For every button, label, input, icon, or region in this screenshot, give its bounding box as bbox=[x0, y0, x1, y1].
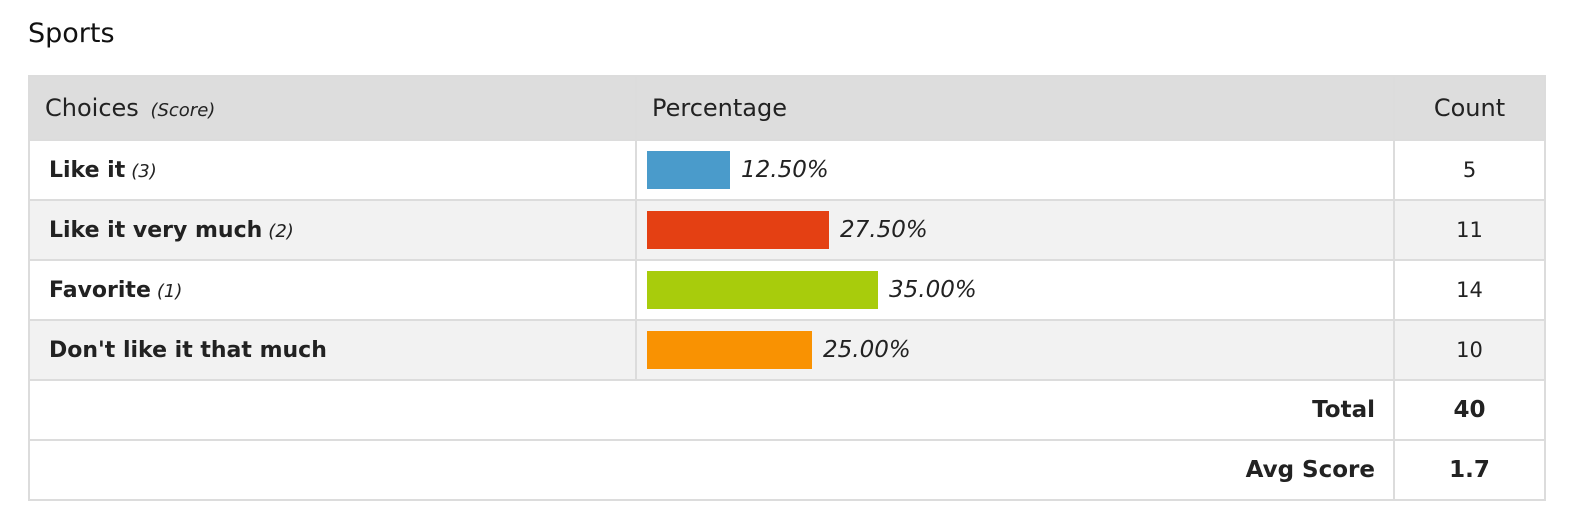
page-title: Sports bbox=[28, 18, 115, 49]
choice-cell: Favorite (1) bbox=[28, 259, 637, 321]
score-header-label: (Score) bbox=[150, 100, 216, 121]
avg-score-label: Avg Score bbox=[28, 439, 1395, 501]
total-label: Total bbox=[28, 379, 1395, 441]
percentage-cell: 25.00% bbox=[635, 319, 1395, 381]
percentage-bar bbox=[647, 151, 730, 189]
choice-label: Favorite bbox=[49, 277, 151, 303]
choice-label: Like it bbox=[49, 157, 126, 183]
percentage-header: Percentage bbox=[635, 75, 1395, 141]
avg-score-row: Avg Score 1.7 bbox=[28, 439, 1546, 501]
percentage-bar bbox=[647, 211, 829, 249]
total-row: Total 40 bbox=[28, 379, 1546, 441]
results-table: Choices (Score) Percentage Count Like it… bbox=[28, 75, 1546, 501]
choice-cell: Don't like it that much bbox=[28, 319, 637, 381]
count-cell: 11 bbox=[1393, 199, 1546, 261]
count-cell: 5 bbox=[1393, 139, 1546, 201]
percentage-cell: 35.00% bbox=[635, 259, 1395, 321]
choices-header-label: Choices bbox=[45, 94, 139, 122]
count-header: Count bbox=[1393, 75, 1546, 141]
choice-cell: Like it very much (2) bbox=[28, 199, 637, 261]
percentage-text: 25.00% bbox=[823, 337, 911, 363]
choices-header: Choices (Score) bbox=[28, 75, 637, 141]
percentage-bar bbox=[647, 331, 812, 369]
percentage-text: 35.00% bbox=[889, 277, 977, 303]
avg-score-value: 1.7 bbox=[1393, 439, 1546, 501]
percentage-cell: 12.50% bbox=[635, 139, 1395, 201]
choice-label: Like it very much bbox=[49, 217, 263, 243]
table-row: Favorite (1) 35.00% 14 bbox=[28, 259, 1546, 321]
table-row: Like it very much (2) 27.50% 11 bbox=[28, 199, 1546, 261]
table-header-row: Choices (Score) Percentage Count bbox=[28, 75, 1546, 141]
percentage-text: 27.50% bbox=[840, 217, 928, 243]
count-cell: 14 bbox=[1393, 259, 1546, 321]
count-cell: 10 bbox=[1393, 319, 1546, 381]
choice-label: Don't like it that much bbox=[49, 337, 327, 363]
table-row: Don't like it that much 25.00% 10 bbox=[28, 319, 1546, 381]
choice-cell: Like it (3) bbox=[28, 139, 637, 201]
choice-score: (1) bbox=[156, 280, 183, 302]
choice-score: (3) bbox=[131, 160, 157, 182]
percentage-bar bbox=[647, 271, 878, 309]
table-row: Like it (3) 12.50% 5 bbox=[28, 139, 1546, 201]
percentage-text: 12.50% bbox=[741, 157, 829, 183]
percentage-cell: 27.50% bbox=[635, 199, 1395, 261]
total-value: 40 bbox=[1393, 379, 1546, 441]
choice-score: (2) bbox=[268, 220, 294, 242]
